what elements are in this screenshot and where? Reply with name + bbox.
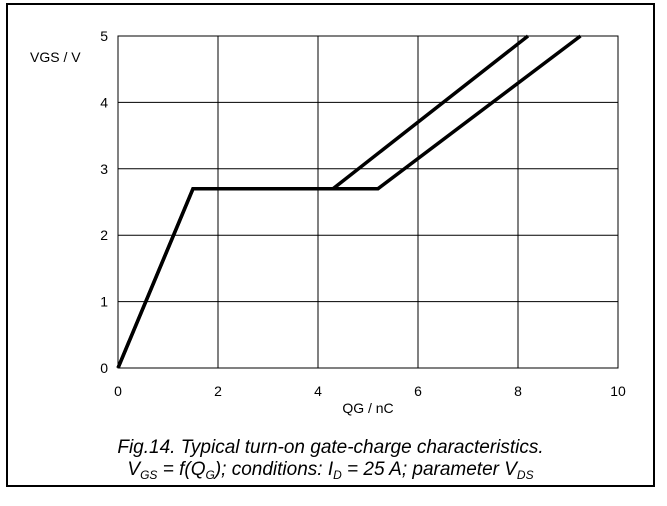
x-tick-label: 0 <box>114 383 122 399</box>
y-tick-label: 2 <box>100 227 108 243</box>
x-tick-label: 8 <box>514 383 522 399</box>
caption-subscript: GS <box>140 468 158 482</box>
x-tick-label: 6 <box>414 383 422 399</box>
y-tick-label: 3 <box>100 161 108 177</box>
x-tick-labels: 0 2 4 6 8 10 <box>114 383 626 399</box>
x-axis-label: QG / nC <box>342 400 393 416</box>
series-line-1 <box>116 34 530 369</box>
caption-text: = 25 A; parameter V <box>341 459 517 480</box>
x-tick-label: 4 <box>314 383 322 399</box>
caption-line-1: Fig.14. Typical turn-on gate-charge char… <box>117 437 544 458</box>
grid <box>117 35 619 369</box>
caption-line-2: VGS = f(QG); conditions: ID = 25 A; para… <box>6 459 655 481</box>
y-tick-label: 4 <box>100 94 108 110</box>
caption-text: = f(Q <box>157 459 206 480</box>
caption-subscript: DS <box>516 468 534 482</box>
series-line-2 <box>116 34 582 369</box>
series-group <box>116 34 582 369</box>
caption-subscript: D <box>333 468 342 482</box>
y-tick-label: 5 <box>100 28 108 44</box>
y-axis-label: VGS / V <box>30 49 81 65</box>
x-tick-label: 2 <box>214 383 222 399</box>
figure-caption: Fig.14. Typical turn-on gate-charge char… <box>6 437 655 481</box>
y-tick-label: 0 <box>100 360 108 376</box>
caption-subscript: G <box>205 468 215 482</box>
y-tick-label: 1 <box>100 294 108 310</box>
figure-frame <box>6 3 655 487</box>
x-tick-label: 10 <box>610 383 626 399</box>
caption-text: ); conditions: I <box>214 459 334 480</box>
plot-area-border <box>117 35 619 369</box>
y-tick-labels: 0 1 2 3 4 5 <box>100 28 108 376</box>
caption-text: V <box>127 459 141 480</box>
